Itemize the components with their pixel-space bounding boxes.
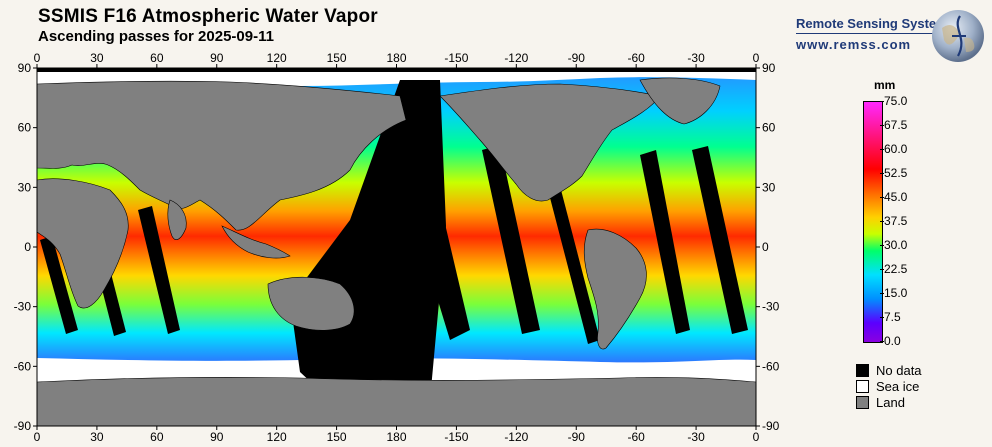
legend-swatch — [856, 395, 869, 409]
lat-tick-label-left: 30 — [18, 180, 32, 194]
legend-label: Land — [876, 394, 905, 410]
legend-item: Land — [856, 394, 922, 410]
lon-tick-label-top: 90 — [210, 51, 224, 65]
brand-block: Remote Sensing Systems www.remss.com — [796, 16, 956, 52]
lon-tick-label-top: 60 — [150, 51, 164, 65]
lat-tick-label-left: -30 — [14, 300, 32, 314]
page-title: SSMIS F16 Atmospheric Water Vapor — [38, 6, 378, 27]
lat-tick-label-left: -90 — [14, 419, 32, 433]
lon-tick-label-top: 180 — [386, 51, 406, 65]
brand-divider — [796, 33, 956, 34]
lon-tick-label-bottom: -90 — [568, 430, 586, 444]
brand-url: www.remss.com — [796, 37, 912, 52]
lat-tick-label-left: 90 — [18, 61, 32, 75]
lat-tick-label-right: 30 — [762, 180, 776, 194]
lon-tick-label-top: -30 — [687, 51, 705, 65]
lon-tick-label-top: 0 — [34, 51, 41, 65]
lon-tick-label-bottom: -60 — [627, 430, 645, 444]
colorbar-tick-label: 30.0 — [879, 238, 908, 252]
page-subtitle: Ascending passes for 2025-09-11 — [38, 28, 274, 45]
lon-tick-label-top: -60 — [627, 51, 645, 65]
legend-label: Sea ice — [876, 378, 920, 394]
lon-tick-label-top: -90 — [568, 51, 586, 65]
lat-tick-label-right: 90 — [762, 61, 776, 75]
lon-tick-label-top: -120 — [504, 51, 528, 65]
globe-logo-icon — [932, 10, 984, 62]
map-legend: No data Sea ice Land — [856, 362, 922, 410]
lat-tick-label-right: -30 — [762, 300, 780, 314]
lon-tick-label-bottom: 90 — [210, 430, 224, 444]
lon-tick-label-bottom: -120 — [504, 430, 528, 444]
lat-tick-label-left: -60 — [14, 359, 32, 373]
lon-tick-label-top: 0 — [753, 51, 760, 65]
colorbar-tick-label: 0.0 — [880, 334, 901, 348]
lon-tick-label-bottom: 150 — [327, 430, 347, 444]
axis-ticks: 0 0 30 30 60 60 90 90 120 120 150 150 180 180 -150 -150… — [14, 51, 780, 444]
lon-tick-label-top: -150 — [444, 51, 468, 65]
lat-tick-label-left: 60 — [18, 121, 32, 135]
legend-swatch — [856, 363, 869, 377]
colorbar-tick-label: 75.0 — [879, 94, 908, 108]
colorbar-tick-label: 67.5 — [879, 118, 908, 132]
lon-tick-label-bottom: 120 — [267, 430, 287, 444]
colorbar-ticks: 75.0 67.5 60.0 52.5 45.0 37.5 30.0 22.5 15.0 7.5 0… — [879, 94, 944, 355]
lon-tick-label-top: 120 — [267, 51, 287, 65]
legend-swatch — [856, 379, 869, 393]
legend-item: Sea ice — [856, 378, 922, 394]
lon-tick-label-bottom: 0 — [34, 430, 41, 444]
lon-tick-label-bottom: 30 — [90, 430, 104, 444]
lon-tick-label-bottom: -150 — [444, 430, 468, 444]
lat-tick-label-right: 0 — [762, 240, 769, 254]
lat-tick-label-right: -90 — [762, 419, 780, 433]
lon-tick-label-top: 150 — [327, 51, 347, 65]
colorbar-tick-label: 52.5 — [879, 166, 908, 180]
colorbar-tick-label: 7.5 — [880, 310, 901, 324]
lat-tick-label-right: -60 — [762, 359, 780, 373]
land-masses — [36, 77, 757, 427]
colorbar — [863, 101, 883, 343]
legend-label: No data — [876, 362, 922, 378]
legend-item: No data — [856, 362, 922, 378]
colorbar-tick-label: 45.0 — [879, 190, 908, 204]
brand-name: Remote Sensing Systems — [796, 16, 955, 31]
colorbar-tick-label: 60.0 — [879, 142, 908, 156]
lon-tick-label-top: 30 — [90, 51, 104, 65]
lon-tick-label-bottom: 60 — [150, 430, 164, 444]
colorbar-tick-label: 22.5 — [879, 262, 908, 276]
lon-tick-label-bottom: -30 — [687, 430, 705, 444]
colorbar-unit: mm — [874, 78, 896, 92]
colorbar-tick-label: 15.0 — [879, 286, 908, 300]
lon-tick-label-bottom: 180 — [386, 430, 406, 444]
lon-tick-label-bottom: 0 — [753, 430, 760, 444]
colorbar-tick-label: 37.5 — [879, 214, 908, 228]
lat-tick-label-left: 0 — [24, 240, 31, 254]
lat-tick-label-right: 60 — [762, 121, 776, 135]
